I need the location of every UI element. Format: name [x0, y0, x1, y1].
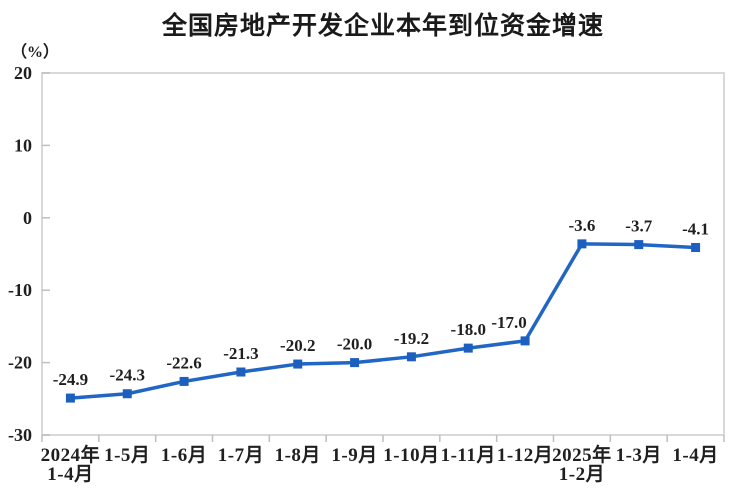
data-label: -4.1 — [682, 219, 709, 238]
x-axis-label: 1-6月 — [161, 445, 207, 466]
data-label: -19.2 — [394, 329, 429, 348]
x-axis-label: 1-5月 — [104, 445, 150, 466]
y-tick-label: -20 — [8, 353, 32, 373]
data-point-marker — [65, 393, 75, 403]
data-point-marker — [122, 389, 132, 399]
y-tick-label: 10 — [14, 135, 32, 155]
y-tick-label: 20 — [14, 63, 32, 83]
data-point-marker — [236, 367, 246, 377]
data-label: -20.0 — [337, 335, 372, 354]
chart-title: 全国房地产开发企业本年到位资金增速 — [161, 11, 604, 40]
data-label: -24.3 — [110, 366, 145, 385]
data-point-marker — [179, 376, 189, 386]
data-label: -24.9 — [53, 370, 88, 389]
x-axis-label: 1-9月 — [331, 445, 377, 466]
x-axis-label: 2024年 1-4月 — [41, 443, 101, 485]
data-point-marker — [577, 239, 587, 249]
x-axis-label: 1-11月 — [441, 445, 496, 466]
data-label: -3.6 — [568, 216, 595, 235]
data-label: -21.3 — [223, 344, 258, 363]
data-label: -17.0 — [491, 313, 526, 332]
x-axis-label: 1-7月 — [218, 445, 264, 466]
x-axis-label: 2025年 1-2月 — [552, 443, 612, 485]
x-axis-label: 1-8月 — [275, 445, 321, 466]
y-tick-label: 0 — [23, 208, 32, 228]
data-point-marker — [463, 343, 473, 353]
data-point-marker — [293, 359, 303, 369]
y-tick-label: -30 — [8, 425, 32, 445]
y-axis-unit-label: （%） — [11, 44, 60, 61]
x-axis-label: 1-10月 — [383, 445, 439, 466]
data-point-marker — [520, 336, 530, 346]
data-label: -20.2 — [280, 336, 315, 355]
x-axis-label: 1-4月 — [672, 445, 718, 466]
data-label: -3.7 — [625, 217, 652, 236]
data-point-marker — [634, 240, 644, 250]
data-point-marker — [406, 352, 416, 362]
data-point-marker — [691, 242, 701, 252]
x-axis-label: 1-3月 — [616, 445, 662, 466]
data-label: -22.6 — [166, 353, 201, 372]
data-label: -18.0 — [451, 320, 486, 339]
line-series — [68, 242, 698, 400]
y-tick-label: -10 — [8, 280, 32, 300]
x-axis-label: 1-12月 — [497, 445, 553, 466]
data-point-marker — [350, 358, 360, 368]
